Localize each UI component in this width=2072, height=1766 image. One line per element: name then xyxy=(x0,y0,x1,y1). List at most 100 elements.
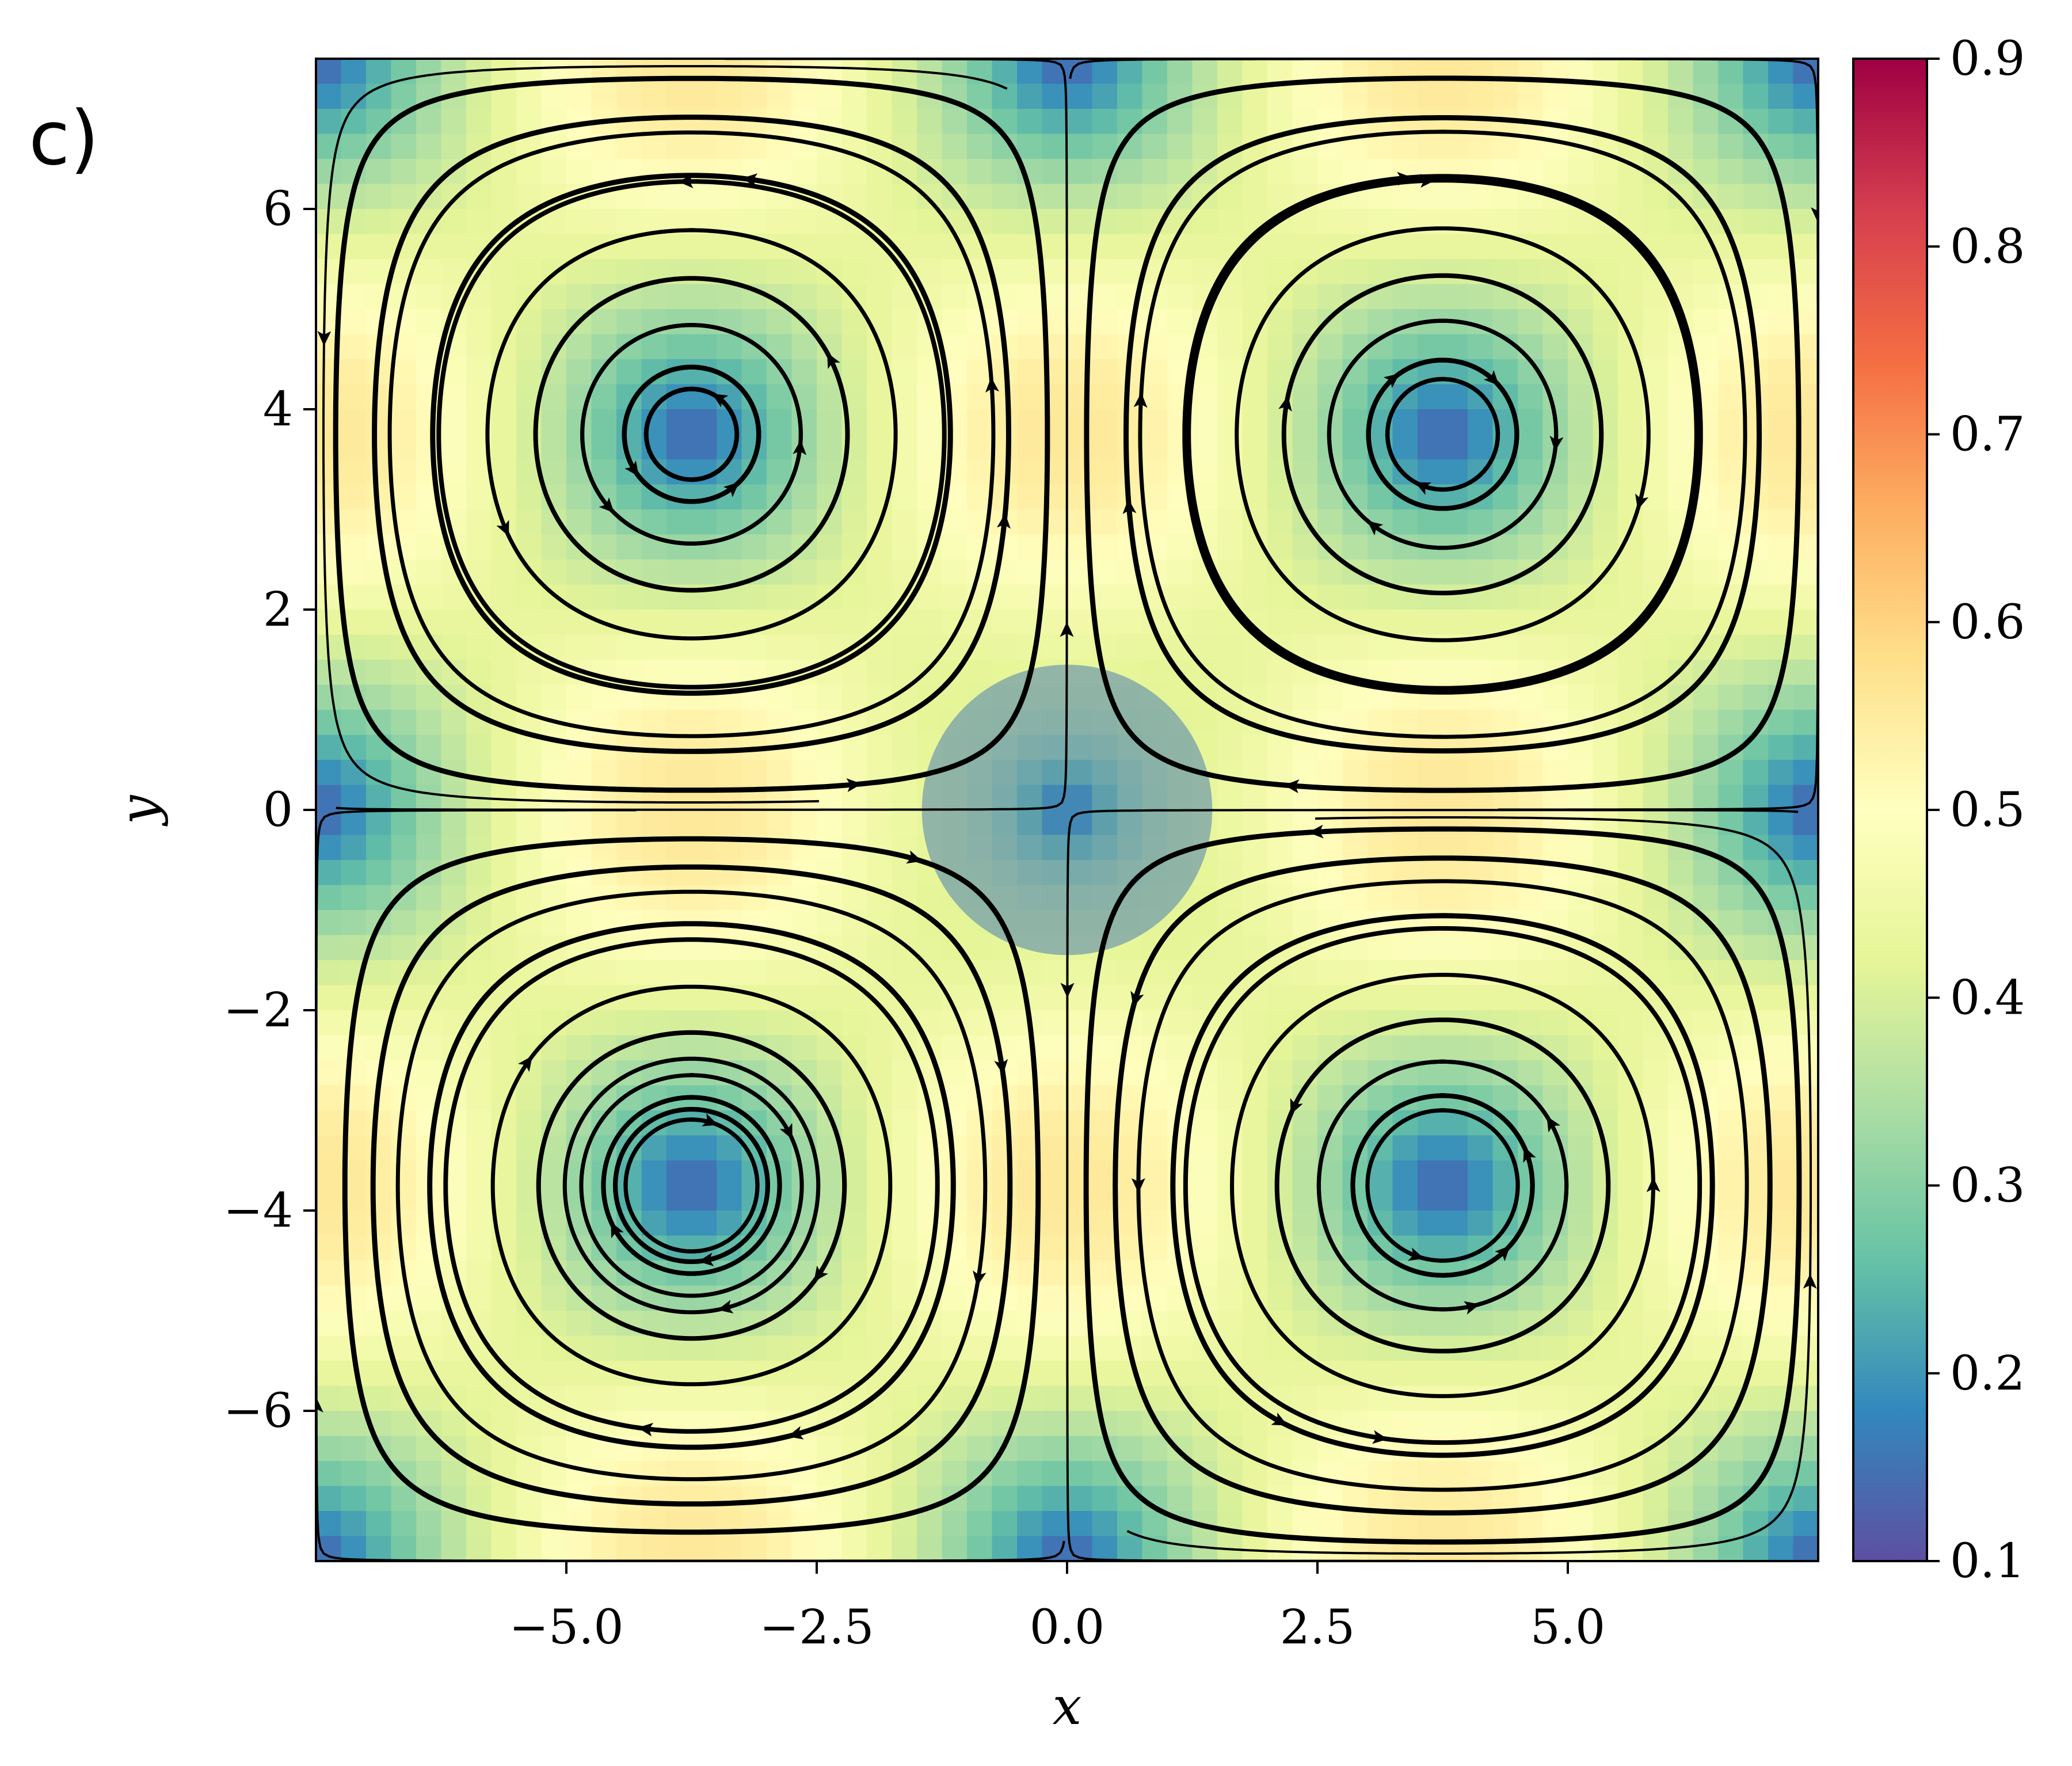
heatmap-cell xyxy=(1718,59,1744,85)
streamline-arrow xyxy=(1060,622,1074,637)
heatmap-cell xyxy=(1292,985,1318,1011)
heatmap-cell xyxy=(1368,1461,1393,1487)
heatmap-cell xyxy=(466,734,492,760)
heatmap-cell xyxy=(1242,1010,1268,1036)
heatmap-cell xyxy=(1217,810,1243,836)
heatmap-cell xyxy=(1718,785,1744,810)
heatmap-cell xyxy=(1092,309,1118,335)
heatmap-cell xyxy=(1092,1035,1118,1061)
heatmap-cell xyxy=(391,1060,417,1086)
heatmap-cell xyxy=(691,109,717,135)
heatmap-cell xyxy=(967,159,993,185)
heatmap-cell xyxy=(791,985,817,1011)
heatmap-cell xyxy=(1067,1511,1093,1537)
heatmap-cell xyxy=(466,1261,492,1287)
heatmap-cell xyxy=(441,409,467,435)
heatmap-cell xyxy=(841,785,867,810)
heatmap-cell xyxy=(1342,1511,1368,1537)
heatmap-cell xyxy=(1167,1010,1193,1036)
heatmap-cell xyxy=(1542,560,1568,585)
heatmap-cell xyxy=(691,309,717,335)
heatmap-cell xyxy=(541,610,567,635)
heatmap-cell xyxy=(641,1486,667,1512)
heatmap-cell xyxy=(1392,1386,1418,1411)
heatmap-cell xyxy=(566,760,592,786)
heatmap-cell xyxy=(1643,860,1669,886)
heatmap-cell xyxy=(1317,835,1343,861)
heatmap-cell xyxy=(892,1110,917,1136)
heatmap-cell xyxy=(741,134,767,159)
heatmap-cell xyxy=(967,434,993,460)
heatmap-cell xyxy=(341,534,367,560)
heatmap-cell xyxy=(1017,484,1043,510)
heatmap-cell xyxy=(316,109,342,135)
heatmap-cell xyxy=(1392,409,1418,435)
heatmap-cell xyxy=(1492,259,1518,285)
heatmap-cell xyxy=(1643,59,1669,85)
heatmap-cell xyxy=(1518,334,1544,360)
heatmap-cell xyxy=(391,434,417,460)
heatmap-cell xyxy=(892,1261,917,1287)
heatmap-cell xyxy=(1292,534,1318,560)
heatmap-cell xyxy=(566,159,592,185)
heatmap-cell xyxy=(666,509,692,535)
heatmap-cell xyxy=(1593,184,1618,210)
heatmap-cell xyxy=(942,1511,968,1537)
heatmap-cell xyxy=(1142,1235,1168,1261)
heatmap-cell xyxy=(1693,885,1719,911)
streamline-arrow xyxy=(779,1122,793,1140)
heatmap-cell xyxy=(1643,1211,1669,1236)
heatmap-cell xyxy=(666,1060,692,1086)
heatmap-cell xyxy=(591,409,617,435)
heatmap-cell xyxy=(791,434,817,460)
heatmap-cell xyxy=(566,284,592,310)
heatmap-cell xyxy=(1017,1536,1043,1561)
heatmap-cell xyxy=(491,1411,517,1437)
heatmap-cell xyxy=(1668,860,1694,886)
heatmap-cell xyxy=(1643,935,1669,961)
heatmap-cell xyxy=(591,209,617,235)
heatmap-cell xyxy=(1418,284,1443,310)
heatmap-cell xyxy=(992,1511,1018,1537)
streamline-arrow xyxy=(1523,1146,1536,1163)
heatmap-cell xyxy=(366,1110,392,1136)
heatmap-cell xyxy=(491,1536,517,1561)
heatmap-cell xyxy=(1042,109,1068,135)
streamline-arrow xyxy=(741,173,758,187)
heatmap-cell xyxy=(942,334,968,360)
heatmap-cell xyxy=(316,1185,342,1211)
heatmap-cell xyxy=(1768,1110,1794,1136)
heatmap-cell xyxy=(867,734,893,760)
heatmap-cell xyxy=(967,1185,993,1211)
heatmap-cell xyxy=(917,1361,943,1387)
heatmap-cell xyxy=(1192,434,1218,460)
heatmap-cell xyxy=(1568,284,1594,310)
heatmap-cell xyxy=(1593,835,1618,861)
heatmap-cell xyxy=(1292,1235,1318,1261)
heatmap-cell xyxy=(1718,534,1744,560)
heatmap-cell xyxy=(1693,284,1719,310)
heatmap-cell xyxy=(1092,59,1118,85)
heatmap-cell xyxy=(466,810,492,836)
heatmap-cell xyxy=(441,1361,467,1387)
heatmap-cell xyxy=(841,359,867,385)
heatmap-cell xyxy=(1368,1411,1393,1437)
colorbar-tick-label: 0.9 xyxy=(1950,32,2025,86)
heatmap-cell xyxy=(741,1010,767,1036)
heatmap-cell xyxy=(1793,1361,1818,1387)
heatmap-cell xyxy=(1743,234,1769,260)
heatmap-cell xyxy=(917,935,943,961)
heatmap-cell xyxy=(691,1285,717,1311)
heatmap-cell xyxy=(1267,1511,1293,1537)
heatmap-cell xyxy=(566,1361,592,1387)
heatmap-cell xyxy=(1718,760,1744,786)
heatmap-cell xyxy=(1242,1185,1268,1211)
heatmap-cell xyxy=(892,109,917,135)
heatmap-cell xyxy=(1442,459,1468,485)
heatmap-cell xyxy=(1542,835,1568,861)
heatmap-cell xyxy=(1442,760,1468,786)
heatmap-cell xyxy=(791,560,817,585)
heatmap-cell xyxy=(741,209,767,235)
heatmap-cell xyxy=(1067,184,1093,210)
heatmap-cell xyxy=(641,1335,667,1361)
